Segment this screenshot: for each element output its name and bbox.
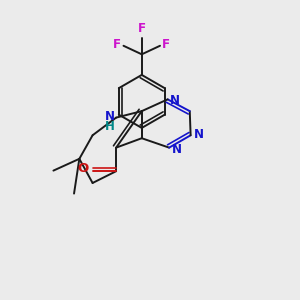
Text: F: F <box>113 38 121 51</box>
Text: N: N <box>194 128 204 141</box>
Text: F: F <box>162 38 170 51</box>
Text: H: H <box>105 120 115 133</box>
Text: O: O <box>78 162 89 175</box>
Text: N: N <box>172 142 182 156</box>
Text: F: F <box>138 22 146 34</box>
Text: N: N <box>169 94 179 107</box>
Text: N: N <box>105 110 115 123</box>
